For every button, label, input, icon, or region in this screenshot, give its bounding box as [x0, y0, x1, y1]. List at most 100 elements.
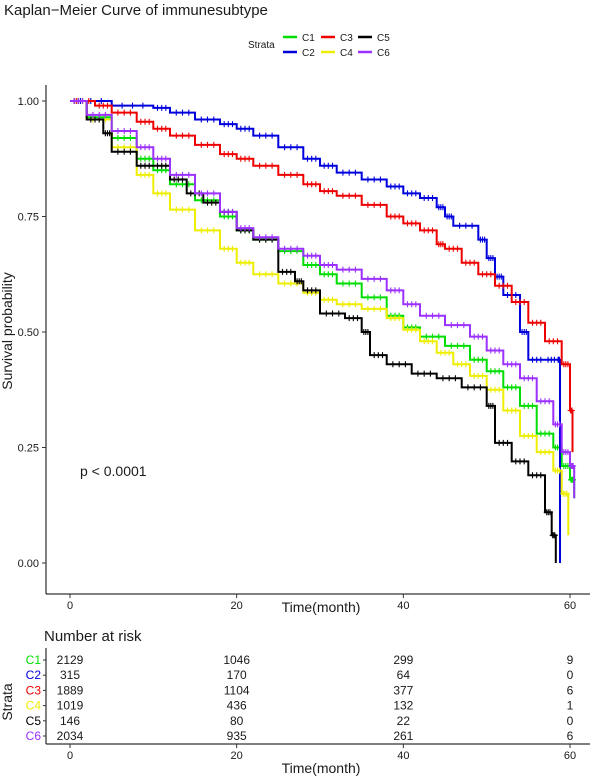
risk-cell-c2: 315 [60, 668, 80, 682]
censor-mark [287, 280, 294, 287]
legend-label-c4: C4 [340, 48, 353, 59]
censor-mark [173, 206, 180, 213]
censor-mark [256, 132, 263, 139]
y-tick-label: 0.25 [18, 443, 39, 455]
censor-mark [246, 259, 253, 266]
risk-cell-c5: 22 [397, 714, 411, 728]
legend-label-c1: C1 [302, 33, 315, 44]
censor-mark [479, 356, 486, 363]
censor-mark [435, 333, 442, 340]
censor-mark [121, 148, 128, 155]
censor-mark [210, 141, 217, 148]
censor-mark [179, 206, 186, 213]
censor-mark [162, 155, 169, 162]
censor-mark [287, 171, 294, 178]
censor-mark [312, 287, 319, 294]
censor-mark [512, 384, 519, 391]
censor-mark [446, 349, 453, 356]
risk-cell-c4: 436 [227, 699, 247, 713]
censor-mark [146, 162, 153, 169]
censor-mark [346, 169, 353, 176]
censor-mark [204, 227, 211, 234]
censor-mark [210, 116, 217, 123]
x-tick-label: 20 [231, 600, 243, 612]
censor-mark [269, 162, 276, 169]
censor-mark [185, 171, 192, 178]
series-c6 [70, 98, 577, 499]
censor-mark [429, 227, 436, 234]
risk-cell-c5: 146 [60, 714, 80, 728]
censor-mark [448, 322, 455, 329]
censor-mark [294, 144, 301, 151]
censor-mark [454, 245, 461, 252]
censor-mark [547, 509, 553, 516]
censor-mark [521, 299, 528, 305]
censor-mark [346, 266, 353, 273]
censor-mark [435, 312, 442, 319]
legend-label-c3: C3 [340, 33, 353, 44]
legend-title: Strata [248, 40, 275, 51]
censor-mark [570, 463, 577, 469]
censor-mark [312, 262, 319, 268]
censor-mark [294, 171, 301, 178]
censor-mark [173, 132, 180, 139]
censor-mark [173, 109, 180, 116]
censor-mark [256, 162, 263, 169]
censor-mark [481, 236, 488, 243]
censor-mark [429, 195, 436, 201]
censor-mark [127, 148, 134, 155]
censor-mark [364, 305, 371, 312]
censor-mark [106, 130, 113, 137]
p-value-annotation: p < 0.0001 [80, 463, 147, 479]
survival-curves [70, 98, 577, 563]
censor-mark [364, 294, 371, 301]
censor-mark [281, 171, 288, 178]
censor-mark [162, 104, 169, 111]
censor-mark [281, 280, 288, 287]
censor-mark [396, 213, 403, 220]
censor-mark [339, 192, 346, 199]
censor-mark [179, 132, 186, 139]
censor-mark [98, 98, 105, 104]
censor-mark [364, 275, 371, 282]
legend-label-c5: C5 [377, 33, 390, 44]
risk-table-y-label: Strata [0, 683, 15, 721]
risk-row-label-c2: C2 [26, 668, 42, 682]
censor-mark [364, 329, 371, 335]
censor-mark [262, 132, 269, 139]
risk-cell-c6: 935 [227, 729, 247, 743]
censor-mark [496, 386, 503, 393]
censor-mark [546, 449, 553, 456]
censor-mark [323, 310, 330, 317]
censor-mark [448, 342, 455, 349]
censor-mark [121, 128, 128, 134]
censor-mark [162, 162, 169, 169]
censor-mark [371, 305, 378, 312]
censor-mark [448, 213, 455, 220]
censor-mark [396, 287, 403, 294]
censor-mark [287, 144, 294, 151]
censor-mark [537, 356, 544, 363]
censor-mark [396, 315, 403, 322]
censor-mark [551, 532, 558, 539]
censor-mark [529, 402, 536, 409]
risk-table-x-label: Time(month) [282, 760, 361, 776]
censor-mark [346, 280, 353, 287]
censor-mark [354, 315, 361, 322]
risk-cell-c5: 0 [567, 714, 574, 728]
censor-mark [329, 310, 336, 317]
risk-table-title: Number at risk [44, 628, 142, 645]
censor-mark [554, 338, 561, 345]
censor-mark [229, 121, 236, 128]
censor-mark [210, 227, 217, 234]
censor-mark [389, 361, 396, 368]
censor-mark [412, 220, 419, 227]
censor-mark [352, 192, 359, 199]
censor-mark [89, 111, 96, 118]
censor-mark [423, 333, 430, 340]
risk-table-x-tick-label: 20 [231, 750, 243, 762]
censor-mark [427, 370, 434, 377]
risk-cell-c2: 0 [567, 668, 574, 682]
censor-mark [412, 301, 419, 308]
censor-mark [298, 278, 305, 285]
